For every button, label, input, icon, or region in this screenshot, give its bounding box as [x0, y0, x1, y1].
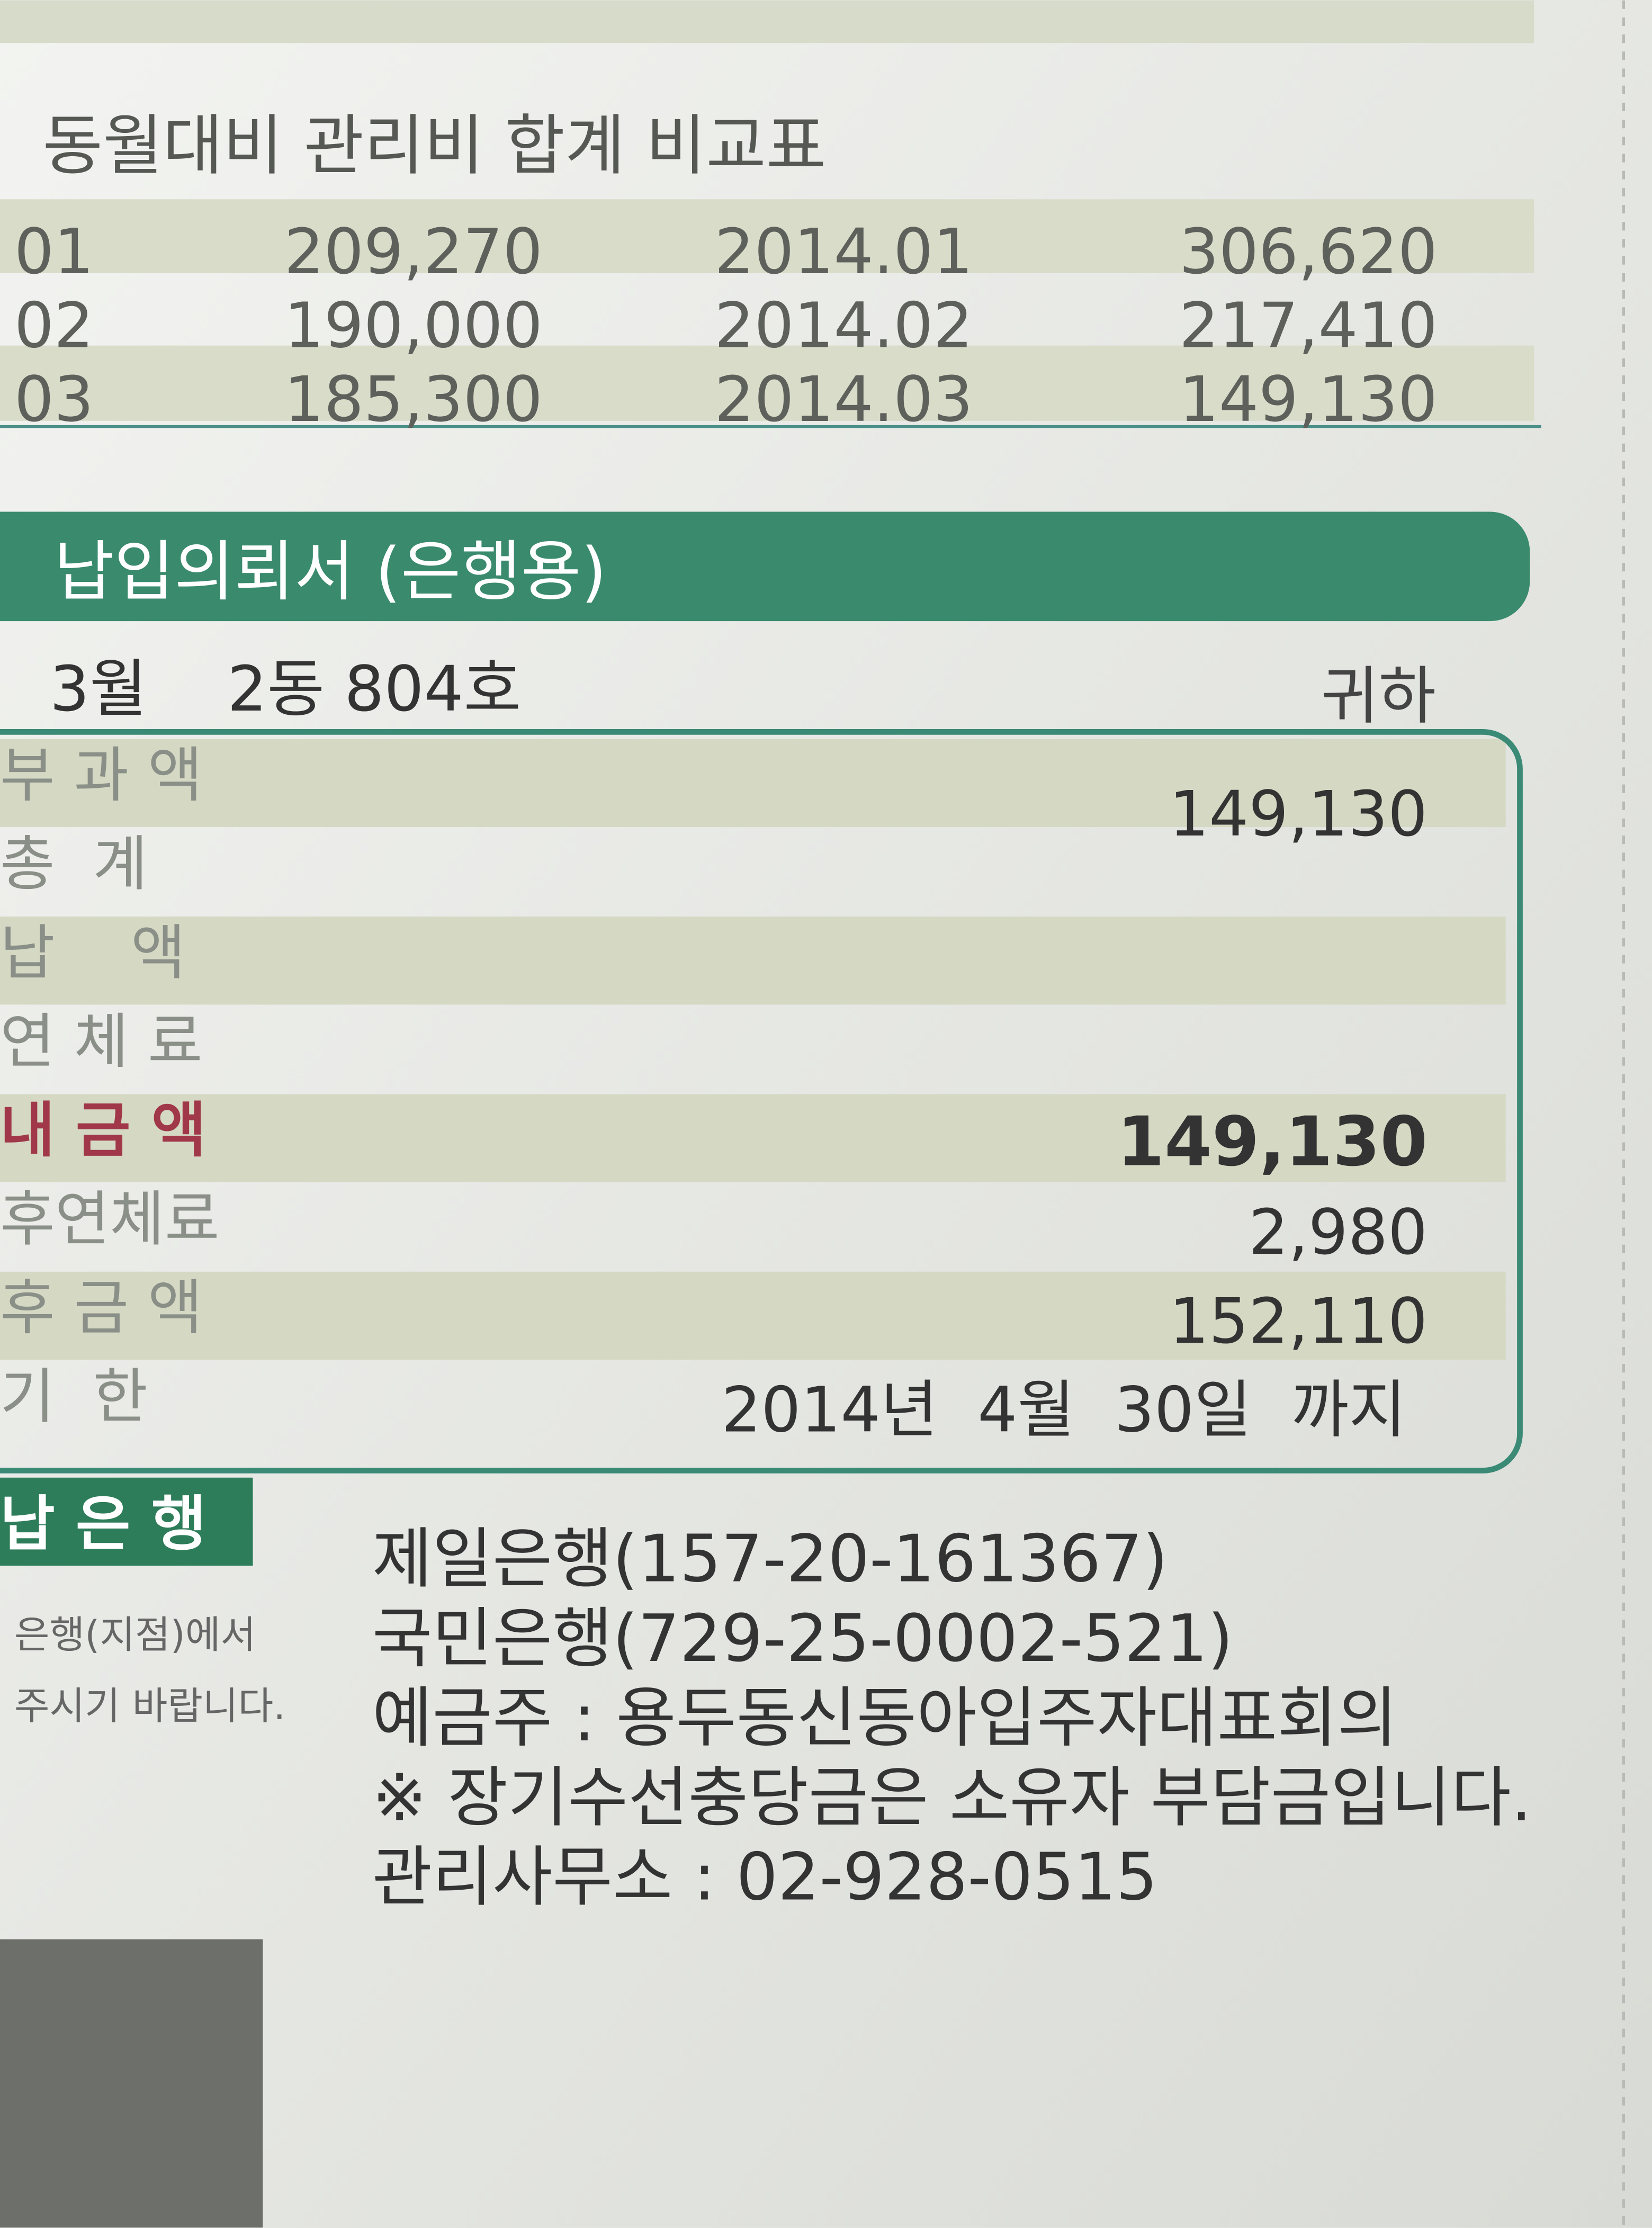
bank-line: 예금주 : 용두동신동아입주자대표회의 — [372, 1680, 1397, 1756]
row-stripe — [0, 739, 1506, 828]
comparison-cell: 03 — [14, 363, 94, 436]
row-label: 납 액 — [0, 918, 186, 987]
top-band — [0, 0, 1534, 43]
comparison-cell: 2014.02 — [714, 289, 973, 362]
row-label: 기 한 — [0, 1362, 148, 1432]
qr-code — [0, 1939, 263, 2228]
row-stripe — [0, 917, 1506, 1005]
comparison-cell: 2014.01 — [714, 215, 973, 288]
comparison-cell: 217,410 — [1179, 289, 1438, 362]
stripe — [0, 199, 1534, 273]
comparison-cell: 185,300 — [284, 363, 543, 436]
comparison-cell: 306,620 — [1179, 215, 1438, 288]
row-value: 2014년 4월 30일 까지 — [721, 1373, 1406, 1447]
bank-note: 주시기 바랍니다. — [14, 1684, 285, 1729]
bank-line: 제일은행(157-20-161367) — [372, 1521, 1168, 1597]
row-label: 후 금 액 — [0, 1273, 203, 1343]
row-label: 연 체 료 — [0, 1007, 203, 1076]
row-value: 149,130 — [1117, 1102, 1428, 1182]
row-label: 후연체료 — [0, 1184, 220, 1254]
slip-honorific: 귀하 — [1321, 660, 1436, 733]
row-stripe — [0, 1271, 1506, 1360]
slip-unit: 2동 804호 — [227, 652, 521, 725]
comparison-cell: 209,270 — [284, 215, 543, 288]
row-value: 152,110 — [1169, 1284, 1427, 1358]
stripe — [0, 345, 1534, 421]
comparison-cell: 2014.03 — [714, 363, 973, 436]
bank-line: 관리사무소 : 02-928-0515 — [372, 1839, 1157, 1916]
comparison-title: 동월대비 관리비 합계 비교표 — [42, 107, 826, 184]
row-label: 부 과 액 — [0, 740, 203, 810]
row-value: 2,980 — [1249, 1196, 1427, 1269]
comparison-cell: 149,130 — [1179, 363, 1438, 436]
comparison-cell: 02 — [14, 289, 94, 362]
comparison-cell: 01 — [14, 215, 94, 288]
banner — [0, 511, 1530, 622]
row-value: 149,130 — [1169, 777, 1427, 850]
bank-label: 납 은 행 — [0, 1489, 206, 1559]
bank-note: 은행(지점)에서 — [14, 1613, 256, 1658]
bank-line: ※ 장기수선충당금은 소유자 부담금입니다. — [372, 1759, 1532, 1836]
slip-title: 납입의뢰서 (은행용) — [54, 534, 607, 610]
row-stripe — [0, 1094, 1506, 1182]
slip-month: 3월 — [50, 652, 147, 725]
bank-label-box — [0, 1477, 253, 1566]
comparison-cell: 190,000 — [284, 289, 543, 362]
bank-line: 국민은행(729-25-0002-521) — [372, 1601, 1233, 1677]
row-label: 총 계 — [0, 829, 148, 899]
slip-box — [0, 729, 1523, 1474]
row-label: 내 금 액 — [0, 1095, 206, 1165]
